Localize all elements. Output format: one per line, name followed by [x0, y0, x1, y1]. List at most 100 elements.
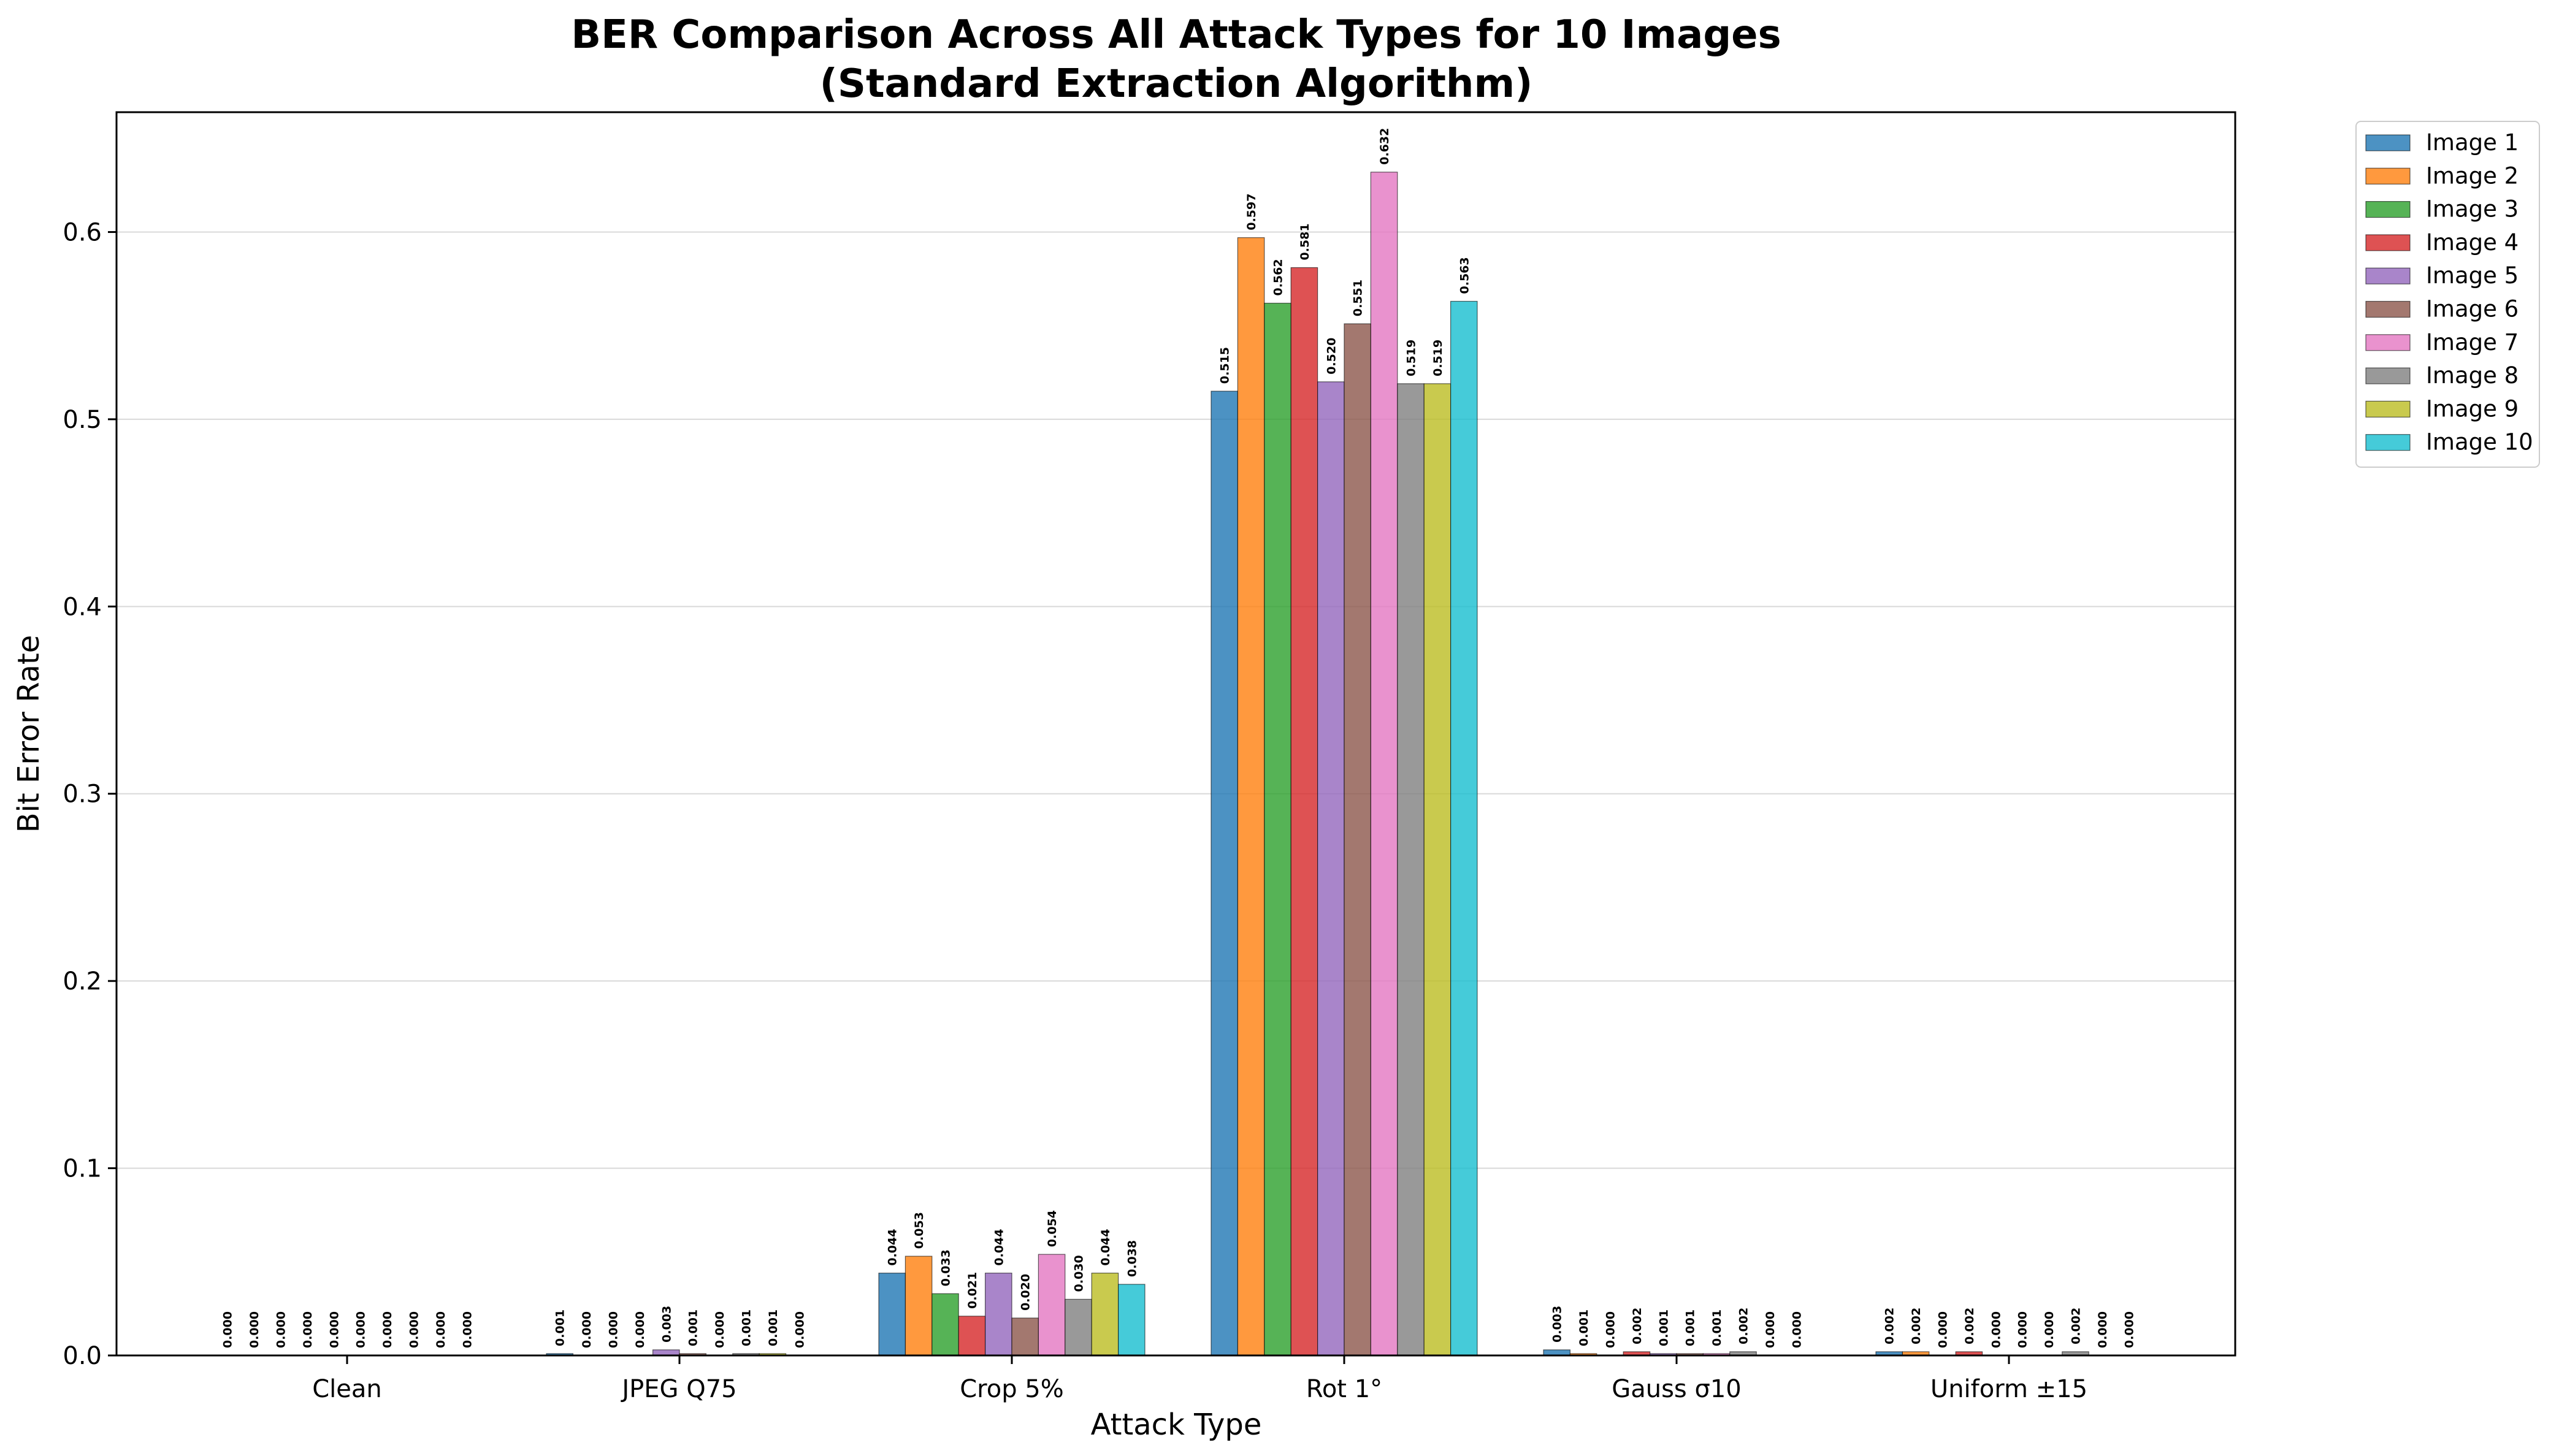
- bar-value-label: 0.000: [434, 1311, 448, 1348]
- bar-value-label: 0.519: [1405, 340, 1418, 376]
- legend-swatch: [2365, 167, 2411, 185]
- legend-swatch: [2365, 201, 2411, 218]
- bar-value-label: 0.003: [660, 1306, 673, 1343]
- bar: [1450, 300, 1478, 1356]
- x-tick-label: Crop 5%: [960, 1375, 1064, 1403]
- bar-value-label: 0.000: [1764, 1311, 1777, 1348]
- bar: [931, 1293, 959, 1356]
- bar-value-label: 0.000: [327, 1311, 341, 1348]
- bar-value-label: 0.000: [381, 1311, 394, 1348]
- bar-value-label: 0.520: [1325, 338, 1338, 375]
- x-tick-label: Rot 1°: [1306, 1375, 1382, 1403]
- bar: [1117, 1284, 1146, 1356]
- bar-value-label: 0.001: [740, 1309, 754, 1346]
- bar-value-label: 0.001: [767, 1309, 780, 1346]
- bar: [984, 1273, 1012, 1356]
- legend-entry: Image 9: [2426, 395, 2519, 422]
- bar: [1397, 383, 1425, 1356]
- bar-value-label: 0.044: [1099, 1229, 1112, 1266]
- bar-value-label: 0.021: [966, 1272, 979, 1309]
- bar-value-label: 0.002: [1737, 1308, 1751, 1344]
- bar-value-label: 0.001: [1684, 1309, 1697, 1346]
- plot-area-frame: [115, 111, 2236, 1357]
- chart-title-line-1: BER Comparison Across All Attack Types f…: [571, 12, 1781, 58]
- legend-swatch: [2365, 267, 2411, 284]
- y-tick-label: 0.6: [63, 218, 102, 246]
- bar-value-label: 0.551: [1352, 280, 1365, 316]
- bar-value-label: 0.000: [354, 1311, 368, 1348]
- bars: [546, 172, 2089, 1356]
- x-tick-label: Uniform ±15: [1930, 1375, 2087, 1403]
- legend-entry: Image 6: [2426, 296, 2519, 322]
- bar-value-label: 0.002: [1631, 1308, 1644, 1344]
- bar: [1344, 323, 1372, 1356]
- bar-value-label: 0.002: [2070, 1308, 2083, 1344]
- x-axis-label: Attack Type: [1091, 1408, 1262, 1442]
- bar-value-label: 0.000: [461, 1311, 474, 1348]
- bar-value-label: 0.030: [1073, 1255, 1086, 1292]
- bar: [878, 1273, 906, 1356]
- bar-value-label: 0.000: [2016, 1311, 2030, 1348]
- bar-value-label: 0.000: [1937, 1311, 1950, 1348]
- bar-value-label: 0.002: [1963, 1308, 1976, 1344]
- bar-value-label: 0.000: [408, 1311, 421, 1348]
- y-tick-label: 0.0: [63, 1342, 102, 1370]
- chart-title-line-2: (Standard Extraction Algorithm): [820, 61, 1533, 107]
- bar: [1317, 381, 1345, 1356]
- grid-lines: [117, 231, 2235, 1169]
- bar-value-label: 0.033: [939, 1249, 953, 1286]
- x-axis-ticks: Clean JPEG Q75 Crop 5% Rot 1° Gauss σ10 Unifo…: [312, 1355, 2087, 1403]
- bar-value-label: 0.597: [1245, 194, 1258, 231]
- bar-value-label: 0.000: [1604, 1311, 1618, 1348]
- x-tick-label: JPEG Q75: [620, 1375, 736, 1403]
- legend-entry: Image 8: [2426, 362, 2519, 389]
- legend-entry: Image 5: [2426, 262, 2519, 289]
- bar-value-label: 0.044: [886, 1229, 900, 1266]
- legend-entry: Image 3: [2426, 196, 2519, 223]
- bar-value-label: 0.000: [2096, 1311, 2110, 1348]
- bar: [1091, 1273, 1119, 1356]
- bar: [1038, 1254, 1066, 1356]
- bar-value-label: 0.001: [687, 1309, 700, 1346]
- bar: [1264, 302, 1291, 1356]
- legend-swatch: [2365, 300, 2411, 318]
- bar: [1370, 172, 1398, 1356]
- bar-value-label: 0.000: [301, 1311, 315, 1348]
- bar-value-label: 0.000: [248, 1311, 261, 1348]
- bar-value-label: 0.020: [1019, 1274, 1033, 1311]
- y-tick-label: 0.3: [63, 780, 102, 809]
- bar-value-label: 0.000: [275, 1311, 288, 1348]
- bar-value-label: 0.000: [1790, 1311, 1804, 1348]
- legend-entry: Image 7: [2426, 329, 2519, 356]
- bar-value-labels: 0.000 0.001 0.044 0.515 0.003 0.002 0.000 0.000…: [221, 128, 2136, 1348]
- y-tick-label: 0.5: [63, 406, 102, 434]
- bar-value-label: 0.000: [607, 1311, 621, 1348]
- bar-value-label: 0.003: [1551, 1306, 1564, 1343]
- y-tick-label: 0.4: [63, 593, 102, 621]
- y-axis-label: Bit Error Rate: [12, 635, 46, 833]
- legend-swatch: [2365, 367, 2411, 384]
- y-tick-label: 0.1: [63, 1155, 102, 1183]
- legend-swatch: [2365, 234, 2411, 251]
- x-tick-label: Clean: [312, 1375, 382, 1403]
- legend-entry: Image 1: [2426, 129, 2519, 156]
- bar-value-label: 0.000: [2122, 1311, 2136, 1348]
- bar-value-label: 0.581: [1298, 223, 1312, 260]
- x-tick-label: Gauss σ10: [1612, 1375, 1742, 1403]
- bar-value-label: 0.632: [1378, 128, 1391, 165]
- bar-value-label: 0.002: [1883, 1308, 1897, 1344]
- bar-value-label: 0.562: [1272, 259, 1285, 295]
- bar: [1211, 391, 1239, 1356]
- bar-value-label: 0.002: [1910, 1308, 1923, 1344]
- bar-value-label: 0.000: [793, 1311, 806, 1348]
- bar: [905, 1256, 933, 1356]
- bar-value-label: 0.000: [713, 1311, 727, 1348]
- bar-value-label: 0.001: [1710, 1309, 1724, 1346]
- bar-value-label: 0.054: [1046, 1210, 1059, 1247]
- bar-value-label: 0.000: [2043, 1311, 2056, 1348]
- legend-swatch: [2365, 134, 2411, 151]
- bar-value-label: 0.053: [912, 1212, 926, 1249]
- legend: Image 1 Image 2 Image 3 Image 4 Image 5 Image…: [2355, 121, 2540, 468]
- bar-value-label: 0.000: [580, 1311, 594, 1348]
